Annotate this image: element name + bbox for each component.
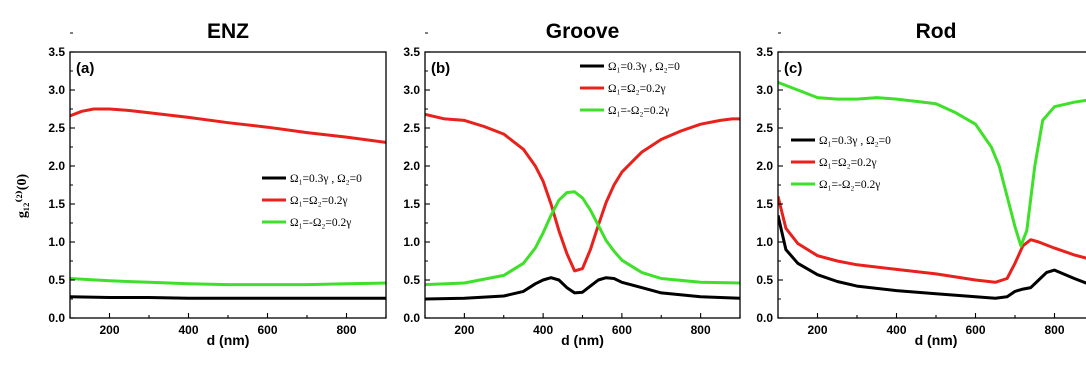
legend-entry: Ω₁=0.3γ , Ω₂=0	[819, 135, 891, 147]
series-line	[778, 215, 1086, 300]
x-axis-label: d (nm)	[915, 332, 958, 348]
legend-entry: Ω₁=-Ω₂=0.2γ	[819, 179, 880, 191]
x-tick-label: 800	[691, 323, 711, 337]
x-tick-label: 400	[533, 323, 553, 337]
y-tick-label: 0.0	[756, 311, 773, 325]
panel-label: (c)	[784, 60, 802, 77]
legend-entry: Ω₁=-Ω₂=0.2γ	[290, 217, 351, 229]
y-tick-label: 1.5	[48, 197, 65, 211]
series-line	[70, 277, 386, 287]
x-axis-label: d (nm)	[561, 332, 604, 348]
panel-groove: Groove 0.0 0.5 1.0 1.5 2.0 2.5 3.0 3.5 200 400 600 8…	[403, 20, 741, 348]
panel-rod: Rod 0.0 0.5 1.0 1.5 2.0 2.5 3.0 3.5 200 400 600 800 d…	[756, 20, 1086, 348]
y-tick-label: 3.0	[756, 83, 773, 97]
y-tick-label: 2.0	[48, 159, 65, 173]
legend-entry: Ω₁=Ω₂=0.2γ	[290, 195, 348, 207]
y-tick-label: 0.5	[403, 273, 420, 287]
y-tick-label: 1.0	[403, 235, 420, 249]
x-tick-label: 800	[336, 323, 356, 337]
legend-entry: Ω₁=0.3γ , Ω₂=0	[608, 61, 680, 73]
y-tick-label: 3.5	[403, 45, 420, 59]
series-line	[778, 196, 1086, 284]
panel-title: Groove	[546, 20, 620, 43]
y-tick-label: 1.5	[403, 197, 420, 211]
y-tick-label: 2.0	[403, 159, 420, 173]
series-line	[70, 107, 386, 144]
y-tick-label: 3.0	[403, 83, 420, 97]
x-tick-label: 200	[807, 323, 827, 337]
panel-enz: ENZ 0.0 0.5 1.0 1.5 2.0 2.5 3.0 3.5 200 400 600 800 d…	[48, 20, 387, 348]
x-tick-label: 200	[454, 323, 474, 337]
x-tick-label: 600	[965, 323, 985, 337]
series-line	[778, 80, 1086, 248]
legend-entry: Ω₁=-Ω₂=0.2γ	[608, 105, 669, 117]
x-axis-label: d (nm)	[207, 332, 250, 348]
y-axis-label: g₁₂⁽²⁾(0)	[15, 174, 30, 219]
x-tick-label: 400	[886, 323, 906, 337]
series-line	[425, 112, 740, 273]
y-tick-label: 1.0	[756, 235, 773, 249]
series-line	[425, 190, 740, 287]
y-tick-label: 2.5	[403, 121, 420, 135]
legend-entry: Ω₁=0.3γ , Ω₂=0	[290, 173, 362, 185]
y-tick-label: 2.5	[756, 121, 773, 135]
legend-entry: Ω₁=Ω₂=0.2γ	[819, 157, 877, 169]
y-tick-label: 0.0	[403, 311, 420, 325]
legend-entry: Ω₁=Ω₂=0.2γ	[608, 83, 666, 95]
plot-frame	[69, 51, 387, 319]
x-tick-label: 600	[612, 323, 632, 337]
series-line	[425, 276, 740, 301]
x-tick-label: 400	[178, 323, 198, 337]
y-tick-label: 3.5	[48, 45, 65, 59]
panel-title: ENZ	[207, 20, 249, 43]
panel-title: Rod	[916, 20, 957, 43]
y-tick-label: 1.0	[48, 235, 65, 249]
panel-label: (b)	[431, 60, 450, 77]
panel-label: (a)	[76, 60, 94, 77]
x-tick-label: 600	[257, 323, 277, 337]
x-tick-label: 800	[1044, 323, 1064, 337]
y-tick-label: 2.0	[756, 159, 773, 173]
y-tick-label: 3.0	[48, 83, 65, 97]
y-tick-label: 2.5	[48, 121, 65, 135]
x-tick-label: 200	[99, 323, 119, 337]
y-tick-label: 0.5	[48, 273, 65, 287]
y-tick-label: 0.0	[48, 311, 65, 325]
y-tick-label: 0.5	[756, 273, 773, 287]
y-tick-label: 3.5	[756, 45, 773, 59]
y-tick-label: 1.5	[756, 197, 773, 211]
series-line	[70, 295, 386, 300]
plot-frame	[424, 51, 741, 319]
